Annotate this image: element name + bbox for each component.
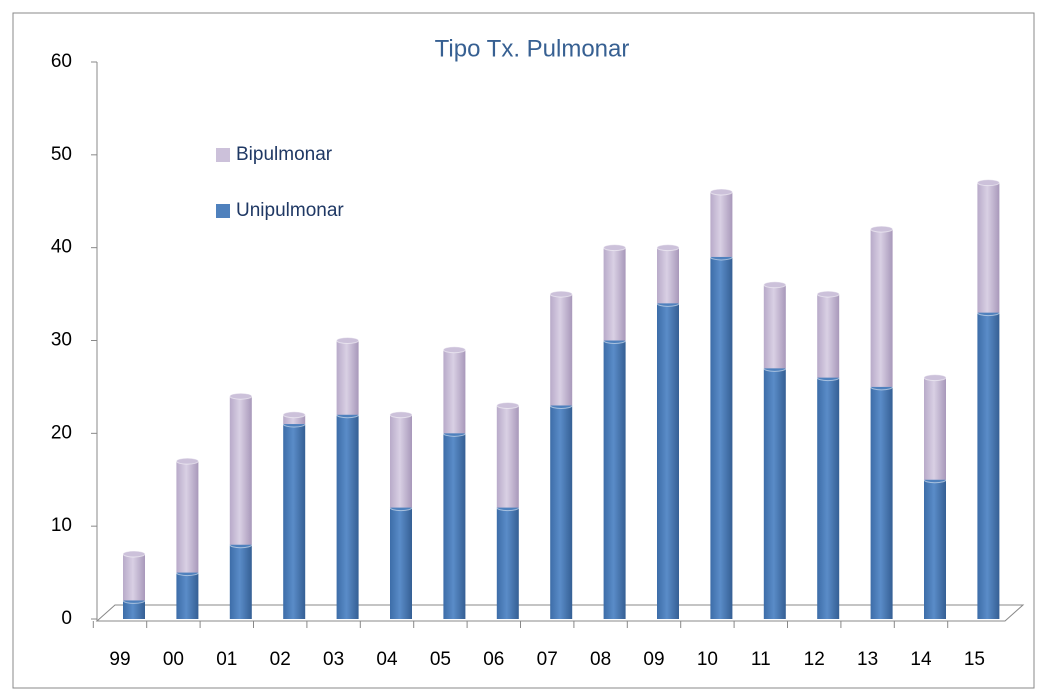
x-tick-label: 06 <box>483 649 504 670</box>
y-tick-label: 30 <box>51 330 72 351</box>
chart-title: Tipo Tx. Pulmonar <box>435 35 630 62</box>
x-tick-label: 14 <box>910 649 932 670</box>
x-tick-label: 00 <box>163 649 184 670</box>
bar-cap <box>816 290 840 298</box>
x-tick-label: 11 <box>751 649 771 670</box>
y-tick-label: 20 <box>51 422 72 443</box>
x-tick-label: 13 <box>857 649 878 670</box>
bar-cap <box>976 179 1000 187</box>
bar <box>443 433 466 619</box>
bar <box>176 572 199 619</box>
bar-cap <box>496 401 520 409</box>
bar <box>550 294 573 406</box>
bar-cap <box>923 374 947 382</box>
x-tick-label: 07 <box>537 649 558 670</box>
bar <box>390 507 412 619</box>
bar <box>123 554 145 601</box>
x-tick-label: 04 <box>376 649 398 670</box>
x-tick-label: 01 <box>216 649 237 670</box>
bar-cap <box>389 411 413 419</box>
y-tick-label: 60 <box>51 51 72 72</box>
bar <box>336 414 359 619</box>
bar <box>870 229 893 387</box>
x-tick-label: 15 <box>964 649 985 670</box>
bar-cap <box>870 225 894 233</box>
bar <box>443 349 466 434</box>
bar-cap <box>175 457 199 465</box>
bar <box>924 479 946 619</box>
x-tick-label: 12 <box>804 649 825 670</box>
legend-swatch <box>216 148 230 162</box>
bar <box>550 405 573 619</box>
bar <box>390 414 412 508</box>
bar <box>283 414 306 425</box>
bar-cap <box>763 281 787 289</box>
bar-cap <box>122 550 146 558</box>
x-tick-label: 09 <box>643 649 664 670</box>
y-tick-label: 50 <box>51 144 72 165</box>
bar <box>229 544 252 619</box>
bar-cap <box>442 346 466 354</box>
y-tick-label: 40 <box>51 237 72 258</box>
legend-swatch <box>216 204 230 218</box>
bar <box>924 377 946 480</box>
bar <box>763 368 786 619</box>
bar <box>496 405 519 508</box>
bar <box>229 396 252 545</box>
bar <box>657 303 679 619</box>
x-tick-label: 05 <box>430 649 451 670</box>
bar <box>817 294 840 378</box>
bar <box>817 377 840 619</box>
bar <box>763 284 786 369</box>
y-tick-label: 10 <box>51 515 72 536</box>
bar <box>283 424 306 619</box>
legend-label: Unipulmonar <box>236 200 344 221</box>
bar-cap <box>282 411 306 419</box>
x-tick-label: 03 <box>323 649 344 670</box>
bar-cap <box>336 337 360 344</box>
x-tick-label: 02 <box>270 649 291 670</box>
bar-cap <box>603 244 627 252</box>
bar <box>603 340 626 619</box>
bar <box>977 312 1000 619</box>
bar <box>710 191 733 257</box>
x-tick-label: 99 <box>109 649 130 670</box>
bar-cap <box>709 188 733 196</box>
bar <box>710 256 733 619</box>
bar <box>977 182 1000 313</box>
bar <box>603 247 626 341</box>
bar <box>657 247 679 304</box>
bar <box>176 461 199 573</box>
bar-cap <box>549 290 573 298</box>
legend-label: Bipulmonar <box>236 144 333 165</box>
bar <box>336 340 359 415</box>
bar-cap <box>656 244 680 252</box>
bar <box>123 600 145 619</box>
x-tick-label: 10 <box>697 649 718 670</box>
bar-cap <box>229 392 253 400</box>
x-tick-label: 08 <box>590 649 611 670</box>
bar <box>496 507 519 619</box>
y-tick-label: 0 <box>61 608 72 629</box>
bar <box>870 386 893 619</box>
